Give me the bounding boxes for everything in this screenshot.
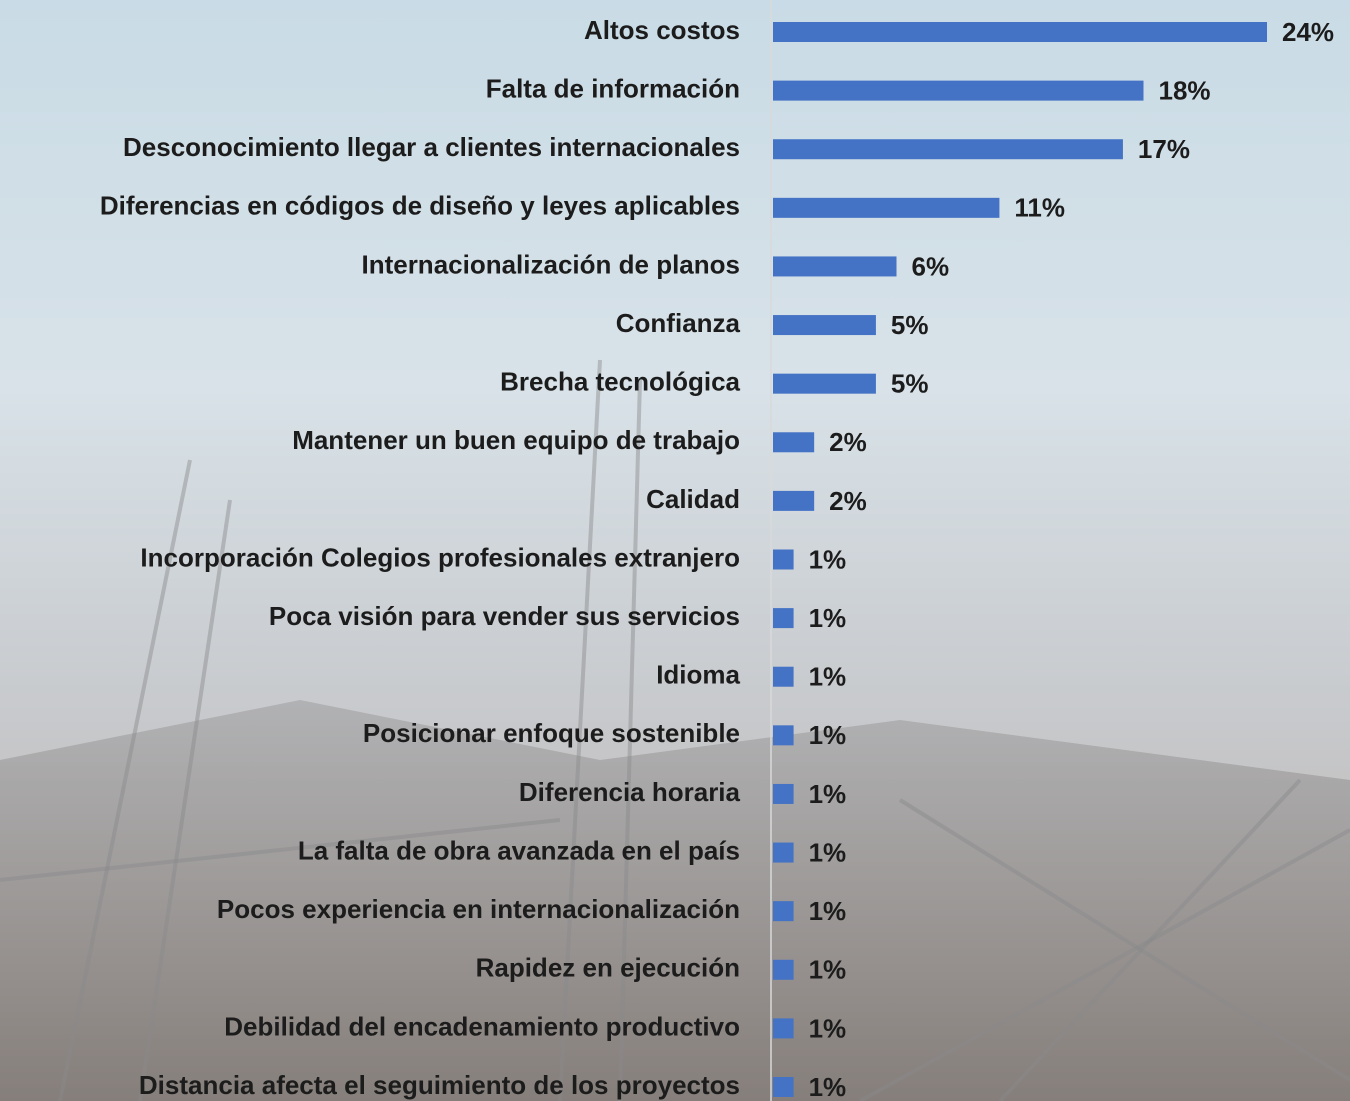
category-label: Posicionar enfoque sostenible — [363, 718, 740, 748]
value-label: 1% — [809, 662, 847, 692]
bar — [773, 374, 876, 394]
bar — [773, 491, 814, 511]
category-label: Distancia afecta el seguimiento de los p… — [139, 1070, 740, 1100]
category-label: Diferencias en códigos de diseño y leyes… — [100, 191, 740, 221]
category-label: Diferencia horaria — [519, 777, 741, 807]
value-label: 1% — [809, 837, 847, 867]
value-label: 1% — [809, 1072, 847, 1101]
bar — [773, 198, 999, 218]
bar — [773, 139, 1123, 159]
value-label: 1% — [809, 720, 847, 750]
bar — [773, 725, 794, 745]
value-label: 1% — [809, 955, 847, 985]
value-label: 2% — [829, 486, 867, 516]
category-label: Desconocimiento llegar a clientes intern… — [123, 132, 740, 162]
page: Altos costos 24% Falta de información 18% De… — [0, 0, 1350, 1101]
bar — [773, 22, 1267, 42]
bar — [773, 667, 794, 687]
category-label: Idioma — [656, 660, 740, 690]
category-label: Falta de información — [486, 73, 740, 103]
category-label: Mantener un buen equipo de trabajo — [292, 425, 740, 455]
value-label: 24% — [1282, 17, 1334, 47]
value-label: 5% — [891, 310, 929, 340]
category-label: Pocos experiencia en internacionalizació… — [217, 894, 740, 924]
value-label: 18% — [1159, 75, 1211, 105]
value-label: 1% — [809, 544, 847, 574]
bar — [773, 432, 814, 452]
value-label: 1% — [809, 1013, 847, 1043]
bar — [773, 81, 1144, 101]
category-label: Altos costos — [584, 15, 740, 45]
chart: Altos costos 24% Falta de información 18% De… — [0, 0, 1350, 1101]
value-label: 11% — [1014, 193, 1065, 223]
value-label: 1% — [809, 896, 847, 926]
category-label: Rapidez en ejecución — [476, 953, 740, 983]
bar — [773, 960, 794, 980]
bar — [773, 550, 794, 570]
value-label: 2% — [829, 427, 867, 457]
category-label: Calidad — [646, 484, 740, 514]
category-label: Internacionalización de planos — [361, 249, 740, 279]
bar — [773, 608, 794, 628]
bar — [773, 901, 794, 921]
value-label: 5% — [891, 369, 929, 399]
category-label: Confianza — [616, 308, 741, 338]
bar — [773, 315, 876, 335]
category-label: Debilidad del encadenamiento productivo — [224, 1011, 740, 1041]
bar — [773, 1018, 794, 1038]
bar — [773, 843, 794, 863]
category-label: La falta de obra avanzada en el país — [298, 835, 740, 865]
value-label: 17% — [1138, 134, 1190, 164]
value-label: 1% — [809, 603, 847, 633]
bar — [773, 784, 794, 804]
category-label: Incorporación Colegios profesionales ext… — [140, 542, 740, 572]
bar — [773, 256, 897, 276]
category-label: Brecha tecnológica — [500, 367, 740, 397]
value-label: 1% — [809, 779, 847, 809]
bar — [773, 1077, 794, 1097]
category-label: Poca visión para vender sus servicios — [269, 601, 740, 631]
value-label: 6% — [912, 251, 950, 281]
